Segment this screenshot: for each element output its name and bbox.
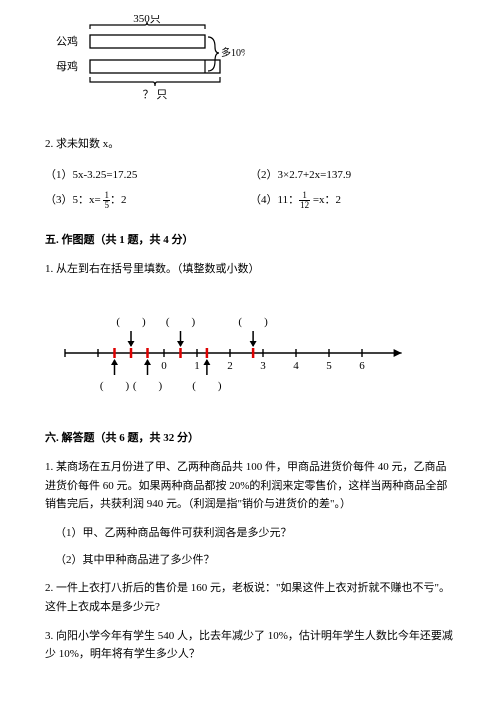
numberline-diagram: 0123456( )( )( )( )( )( ) <box>45 298 455 405</box>
eq4-pre: （4）11： <box>250 194 299 206</box>
svg-text:3: 3 <box>260 360 266 372</box>
svg-text:4: 4 <box>293 360 299 372</box>
equation-4: （4）11：112 =x：2 <box>250 188 455 213</box>
diagram-svg: 350只 公鸡 母鸡 多10% ？ 只 <box>45 15 245 110</box>
svg-text:0: 0 <box>161 360 167 372</box>
section6-q1-sub1: （1）甲、乙两种商品每件可获利润各是多少元？ <box>55 524 455 543</box>
right-label: 多10% <box>221 46 245 59</box>
svg-text:( ): ( ) <box>133 380 163 392</box>
svg-text:( ): ( ) <box>192 380 222 392</box>
equation-3: （3）5：x= 15：2 <box>45 188 250 213</box>
section6-q1-sub2: （2）其中甲种商品进了多少件？ <box>55 551 455 570</box>
row2-label: 母鸡 <box>56 59 78 73</box>
svg-text:1: 1 <box>194 360 200 372</box>
svg-text:( ): ( ) <box>100 380 130 392</box>
top-label: 350只 <box>133 15 161 25</box>
equation-2: （2）3×2.7+2x=137.9 <box>250 163 455 188</box>
numberline-svg: 0123456( )( )( )( )( )( ) <box>45 298 425 398</box>
equations-grid: （1）5x-3.25=17.25 （2）3×2.7+2x=137.9 （3）5：… <box>45 163 455 213</box>
bracket-diagram: 350只 公鸡 母鸡 多10% ？ 只 <box>45 15 455 117</box>
section6-q3: 3. 向阳小学今年有学生 540 人，比去年减少了 10%，估计明年学生人数比今… <box>45 627 455 664</box>
svg-text:5: 5 <box>326 360 332 372</box>
section6-title: 六. 解答题（共 6 题，共 32 分） <box>45 429 455 448</box>
problem2-title: 2. 求未知数 x。 <box>45 135 455 154</box>
section5-q1: 1. 从左到右在括号里填数。（填整数或小数） <box>45 260 455 279</box>
svg-text:2: 2 <box>227 360 233 372</box>
row1-label: 公鸡 <box>56 34 78 48</box>
svg-text:( ): ( ) <box>238 316 268 328</box>
eq3-post: ：2 <box>110 194 127 206</box>
svg-text:6: 6 <box>359 360 365 372</box>
section6-q1: 1. 某商场在五月份进了甲、乙两种商品共 100 件，甲商品进货价每件 40 元… <box>45 458 455 514</box>
eq4-fraction: 112 <box>299 191 310 210</box>
section6-q2: 2. 一件上衣打八折后的售价是 160 元，老板说："如果这件上衣对折就不赚也不… <box>45 579 455 616</box>
eq4-post: =x：2 <box>310 194 341 206</box>
equation-1: （1）5x-3.25=17.25 <box>45 163 250 188</box>
bottom-label: ？ 只 <box>143 89 168 101</box>
svg-text:( ): ( ) <box>166 316 196 328</box>
svg-text:( ): ( ) <box>116 316 146 328</box>
eq3-pre: （3）5：x= <box>45 194 103 206</box>
section5-title: 五. 作图题（共 1 题，共 4 分） <box>45 231 455 250</box>
